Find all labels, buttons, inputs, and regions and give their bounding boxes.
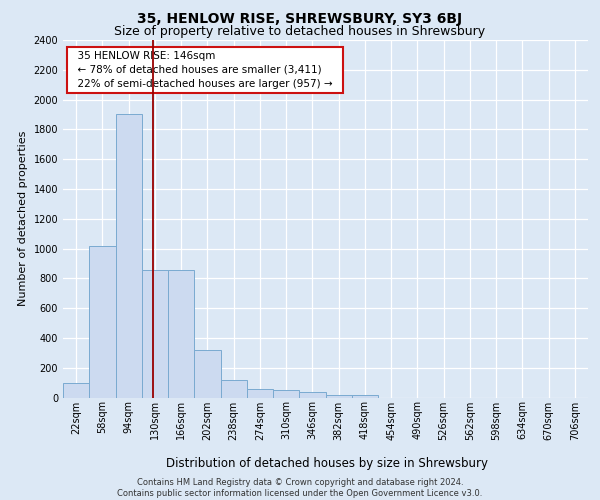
Text: 35 HENLOW RISE: 146sqm
  ← 78% of detached houses are smaller (3,411)
  22% of s: 35 HENLOW RISE: 146sqm ← 78% of detached… xyxy=(71,50,339,88)
Bar xyxy=(89,246,115,398)
Bar xyxy=(299,392,325,398)
Text: Distribution of detached houses by size in Shrewsbury: Distribution of detached houses by size … xyxy=(166,458,488,470)
Bar xyxy=(247,390,273,398)
Bar xyxy=(221,380,247,398)
Y-axis label: Number of detached properties: Number of detached properties xyxy=(18,131,28,306)
Text: 35, HENLOW RISE, SHREWSBURY, SY3 6BJ: 35, HENLOW RISE, SHREWSBURY, SY3 6BJ xyxy=(137,12,463,26)
Bar xyxy=(115,114,142,398)
Text: Contains HM Land Registry data © Crown copyright and database right 2024.
Contai: Contains HM Land Registry data © Crown c… xyxy=(118,478,482,498)
Bar xyxy=(273,390,299,398)
Bar xyxy=(63,382,89,398)
Bar xyxy=(194,350,221,398)
Bar xyxy=(325,394,352,398)
Bar xyxy=(142,270,168,398)
Bar xyxy=(352,394,378,398)
Bar xyxy=(168,270,194,398)
Text: Size of property relative to detached houses in Shrewsbury: Size of property relative to detached ho… xyxy=(115,25,485,38)
